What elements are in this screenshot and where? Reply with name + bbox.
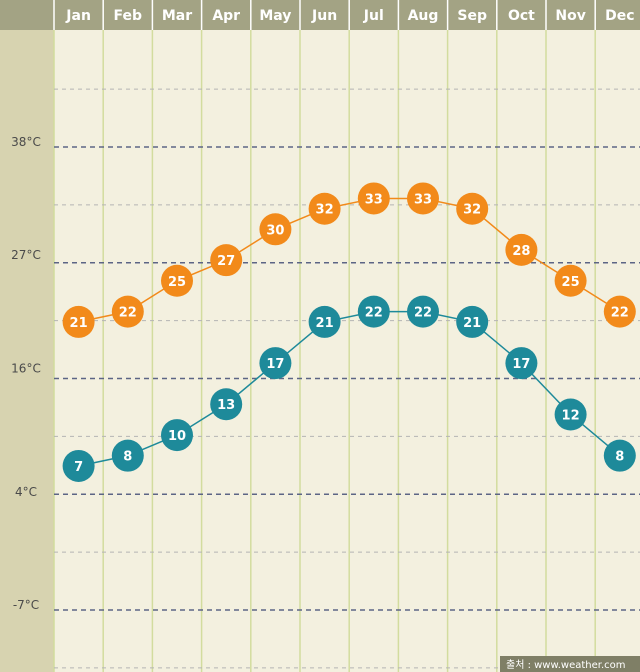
data-point-marker	[111, 295, 144, 328]
data-point-marker	[62, 449, 95, 482]
data-label: 8	[615, 450, 624, 465]
data-point-marker	[456, 305, 489, 338]
data-point-marker	[308, 192, 341, 225]
data-point: 12	[554, 398, 587, 431]
y-tick-label: -7°C	[13, 598, 39, 612]
x-tick-label: Apr	[212, 8, 240, 24]
data-point: 8	[603, 439, 636, 472]
y-tick-label: 16°C	[11, 361, 41, 375]
data-label: 28	[512, 244, 530, 259]
data-label: 13	[217, 398, 235, 413]
x-tick-label: Sep	[457, 8, 487, 24]
data-label: 33	[365, 192, 383, 207]
data-label: 25	[562, 275, 580, 290]
data-point: 13	[210, 388, 243, 421]
data-point: 10	[161, 419, 193, 452]
data-point: 21	[456, 305, 489, 338]
data-point-marker	[62, 305, 95, 338]
data-label: 22	[611, 306, 629, 321]
data-point-marker	[505, 347, 538, 380]
data-point: 17	[259, 347, 292, 380]
data-point-marker	[308, 305, 341, 338]
data-point-marker	[505, 233, 538, 266]
x-tick-label: Aug	[408, 8, 439, 24]
data-point: 22	[357, 295, 390, 328]
x-tick-label: Jul	[363, 8, 384, 24]
data-label: 22	[414, 306, 432, 321]
data-point: 7	[62, 449, 95, 482]
data-label: 17	[512, 357, 530, 372]
month-header	[0, 0, 640, 30]
source-label: 출처 : www.weather.com	[506, 659, 626, 671]
x-tick-label: Jun	[311, 8, 337, 24]
data-point: 25	[161, 264, 193, 297]
x-tick-label: Oct	[508, 8, 535, 24]
data-label: 17	[266, 357, 284, 372]
data-point: 30	[259, 213, 292, 246]
y-axis-panel	[0, 30, 54, 672]
x-tick-label: May	[259, 8, 291, 24]
data-point-marker	[161, 264, 193, 297]
data-label: 8	[123, 450, 132, 465]
data-label: 33	[414, 192, 432, 207]
data-point: 8	[111, 439, 144, 472]
data-label: 25	[168, 275, 186, 290]
data-point: 17	[505, 347, 538, 380]
data-label: 21	[70, 316, 88, 331]
x-tick-label: Mar	[162, 8, 192, 24]
data-point: 33	[407, 182, 439, 215]
vertical-gridlines	[53, 30, 596, 672]
data-label: 22	[365, 306, 383, 321]
data-label: 10	[168, 429, 186, 444]
data-point-marker	[603, 439, 636, 472]
source-box	[500, 656, 640, 672]
data-point-marker	[603, 295, 636, 328]
data-point-marker	[259, 213, 292, 246]
data-point-marker	[456, 192, 489, 225]
data-point-marker	[210, 388, 243, 421]
data-point-marker	[407, 295, 439, 328]
y-tick-label: 4°C	[15, 485, 37, 499]
data-point-marker	[357, 295, 390, 328]
data-point-marker	[554, 398, 587, 431]
data-point-marker	[161, 419, 193, 452]
x-tick-label: Jan	[65, 8, 91, 24]
data-point-marker	[357, 182, 390, 215]
data-point: 21	[308, 305, 341, 338]
data-point: 21	[62, 305, 95, 338]
x-tick-label: Feb	[114, 8, 143, 24]
data-label: 30	[266, 223, 284, 238]
data-point: 33	[357, 182, 390, 215]
data-label: 32	[463, 203, 481, 218]
data-point: 22	[111, 295, 144, 328]
data-point-marker	[259, 347, 292, 380]
x-tick-label: Nov	[555, 8, 585, 24]
data-point: 32	[456, 192, 489, 225]
data-label: 22	[119, 306, 137, 321]
data-point: 22	[407, 295, 439, 328]
x-tick-labels: Jan Feb Mar Apr May Jun Jul Aug Sep Oct Nov Dec	[53, 0, 635, 30]
data-label: 7	[74, 460, 83, 475]
data-point-marker	[111, 439, 144, 472]
data-point: 22	[603, 295, 636, 328]
data-point: 25	[554, 264, 587, 297]
data-point-marker	[407, 182, 439, 215]
data-point: 28	[505, 233, 538, 266]
data-label: 12	[562, 409, 580, 424]
data-point-marker	[554, 264, 587, 297]
data-point: 27	[210, 244, 243, 277]
data-label: 27	[217, 254, 235, 269]
x-tick-label: Dec	[605, 8, 634, 24]
data-label: 21	[316, 316, 334, 331]
y-tick-label: 38°C	[11, 135, 41, 149]
data-label: 32	[316, 203, 334, 218]
data-point: 32	[308, 192, 341, 225]
series-points: 21 22 25 27 30 32 33 33 32 28 25 22 7 8 10 13 17 21 22 22 21…	[62, 182, 636, 482]
y-tick-label: 27°C	[11, 248, 41, 262]
data-point-marker	[210, 244, 243, 277]
data-label: 21	[463, 316, 481, 331]
y-tick-labels: 38°C 27°C 16°C 4°C -7°C	[11, 135, 41, 612]
